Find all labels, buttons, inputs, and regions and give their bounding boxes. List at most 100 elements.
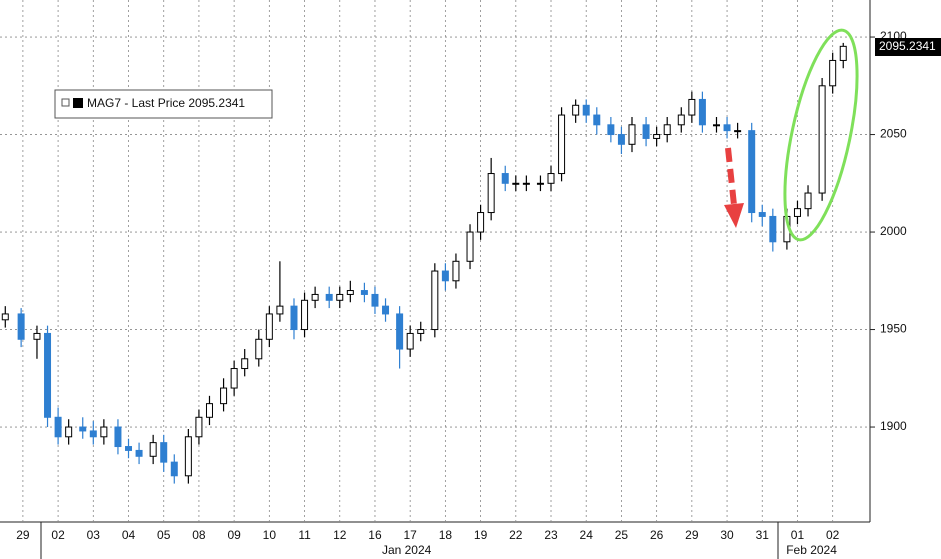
candle-body [653, 134, 661, 139]
candle-body [406, 332, 414, 350]
x-tick-label: 02 [51, 528, 65, 542]
candle-body [617, 134, 625, 145]
candle-body [89, 430, 97, 438]
candle-body [558, 114, 566, 175]
candle-body [547, 173, 555, 184]
month-label: Feb 2024 [786, 543, 837, 557]
last-price-label: 2095.2341 [879, 39, 936, 53]
legend-box [54, 89, 273, 119]
candle-body [184, 436, 192, 477]
candle-body [396, 313, 404, 350]
candle-body [723, 124, 731, 132]
x-tick-label: 02 [826, 528, 840, 542]
candle-body [336, 293, 344, 301]
candle-body [758, 212, 766, 217]
x-tick-label: 08 [192, 528, 206, 542]
candle-body [311, 293, 319, 301]
candle-body [149, 442, 157, 457]
candle-body [255, 338, 263, 360]
candle-body [501, 173, 509, 184]
candle-body [829, 59, 837, 87]
candle-body [220, 387, 228, 405]
candle-body [114, 426, 122, 448]
highlight-ellipse [783, 28, 859, 242]
last-price-box [875, 38, 941, 56]
candle-body [607, 124, 615, 136]
candle-body [452, 260, 460, 282]
candle-body [54, 416, 62, 438]
x-tick-label: 05 [157, 528, 171, 542]
candle-body [839, 45, 847, 61]
candle-body [33, 332, 41, 340]
x-tick-label: 26 [650, 528, 664, 542]
candle-body [79, 426, 87, 432]
legend-text: MAG7 - Last Price 2095.2341 [87, 96, 245, 110]
legend-toggle [61, 98, 70, 107]
candle-body [205, 403, 213, 418]
candle-body [325, 293, 333, 301]
candle-body [230, 368, 238, 389]
y-tick-label: 2050 [880, 127, 907, 141]
candle-body [477, 212, 485, 233]
candle-body [572, 104, 580, 116]
x-tick-label: 25 [615, 528, 629, 542]
x-tick-label: 10 [263, 528, 277, 542]
candle-body [677, 114, 685, 126]
candle-body [431, 270, 439, 331]
red-arrow [724, 147, 744, 228]
candle-body [417, 329, 425, 334]
x-tick-label: 17 [403, 528, 417, 542]
candle-body [170, 461, 178, 477]
candle-body [593, 114, 601, 126]
candle-body [466, 231, 474, 262]
candle-body [44, 332, 52, 418]
candle-body [818, 85, 826, 194]
x-tick-label: 18 [439, 528, 453, 542]
x-tick-label: 24 [580, 528, 594, 542]
legend-swatch [73, 98, 83, 108]
x-tick-label: 03 [87, 528, 101, 542]
candle-body [712, 124, 720, 127]
candle-body [769, 215, 777, 243]
x-tick-label: 29 [16, 528, 30, 542]
candle-body [241, 358, 249, 370]
y-tick-label: 1950 [880, 322, 907, 336]
candle-body [663, 124, 671, 136]
candle-body [688, 98, 696, 116]
month-label: Jan 2024 [382, 543, 432, 557]
candle-body [125, 446, 133, 451]
candle-body [441, 270, 449, 282]
candle-body [360, 290, 368, 295]
candle-body [536, 182, 544, 185]
candle-body [582, 104, 590, 116]
candle-body [160, 442, 168, 463]
candle-body [65, 426, 73, 438]
x-tick-label: 16 [368, 528, 382, 542]
candle-body [734, 130, 742, 133]
x-tick-label: 09 [227, 528, 241, 542]
candle-body [382, 305, 390, 315]
candle-body [195, 416, 203, 438]
candle-body [346, 290, 354, 295]
candle-body [628, 124, 636, 145]
candle-body [17, 313, 25, 340]
x-tick-label: 04 [122, 528, 136, 542]
candle-body [276, 305, 284, 315]
candle-body [522, 182, 530, 185]
x-tick-label: 22 [509, 528, 523, 542]
candle-body [793, 208, 801, 217]
candle-body [135, 449, 143, 457]
candle-body [487, 173, 495, 214]
y-tick-label: 1900 [880, 419, 907, 433]
candle-body [100, 426, 108, 438]
candle-body [698, 98, 706, 126]
candle-body [371, 293, 379, 307]
x-tick-label: 19 [474, 528, 488, 542]
x-tick-label: 29 [685, 528, 699, 542]
x-tick-label: 30 [720, 528, 734, 542]
candle-body [301, 299, 309, 331]
candle-body [748, 130, 756, 214]
